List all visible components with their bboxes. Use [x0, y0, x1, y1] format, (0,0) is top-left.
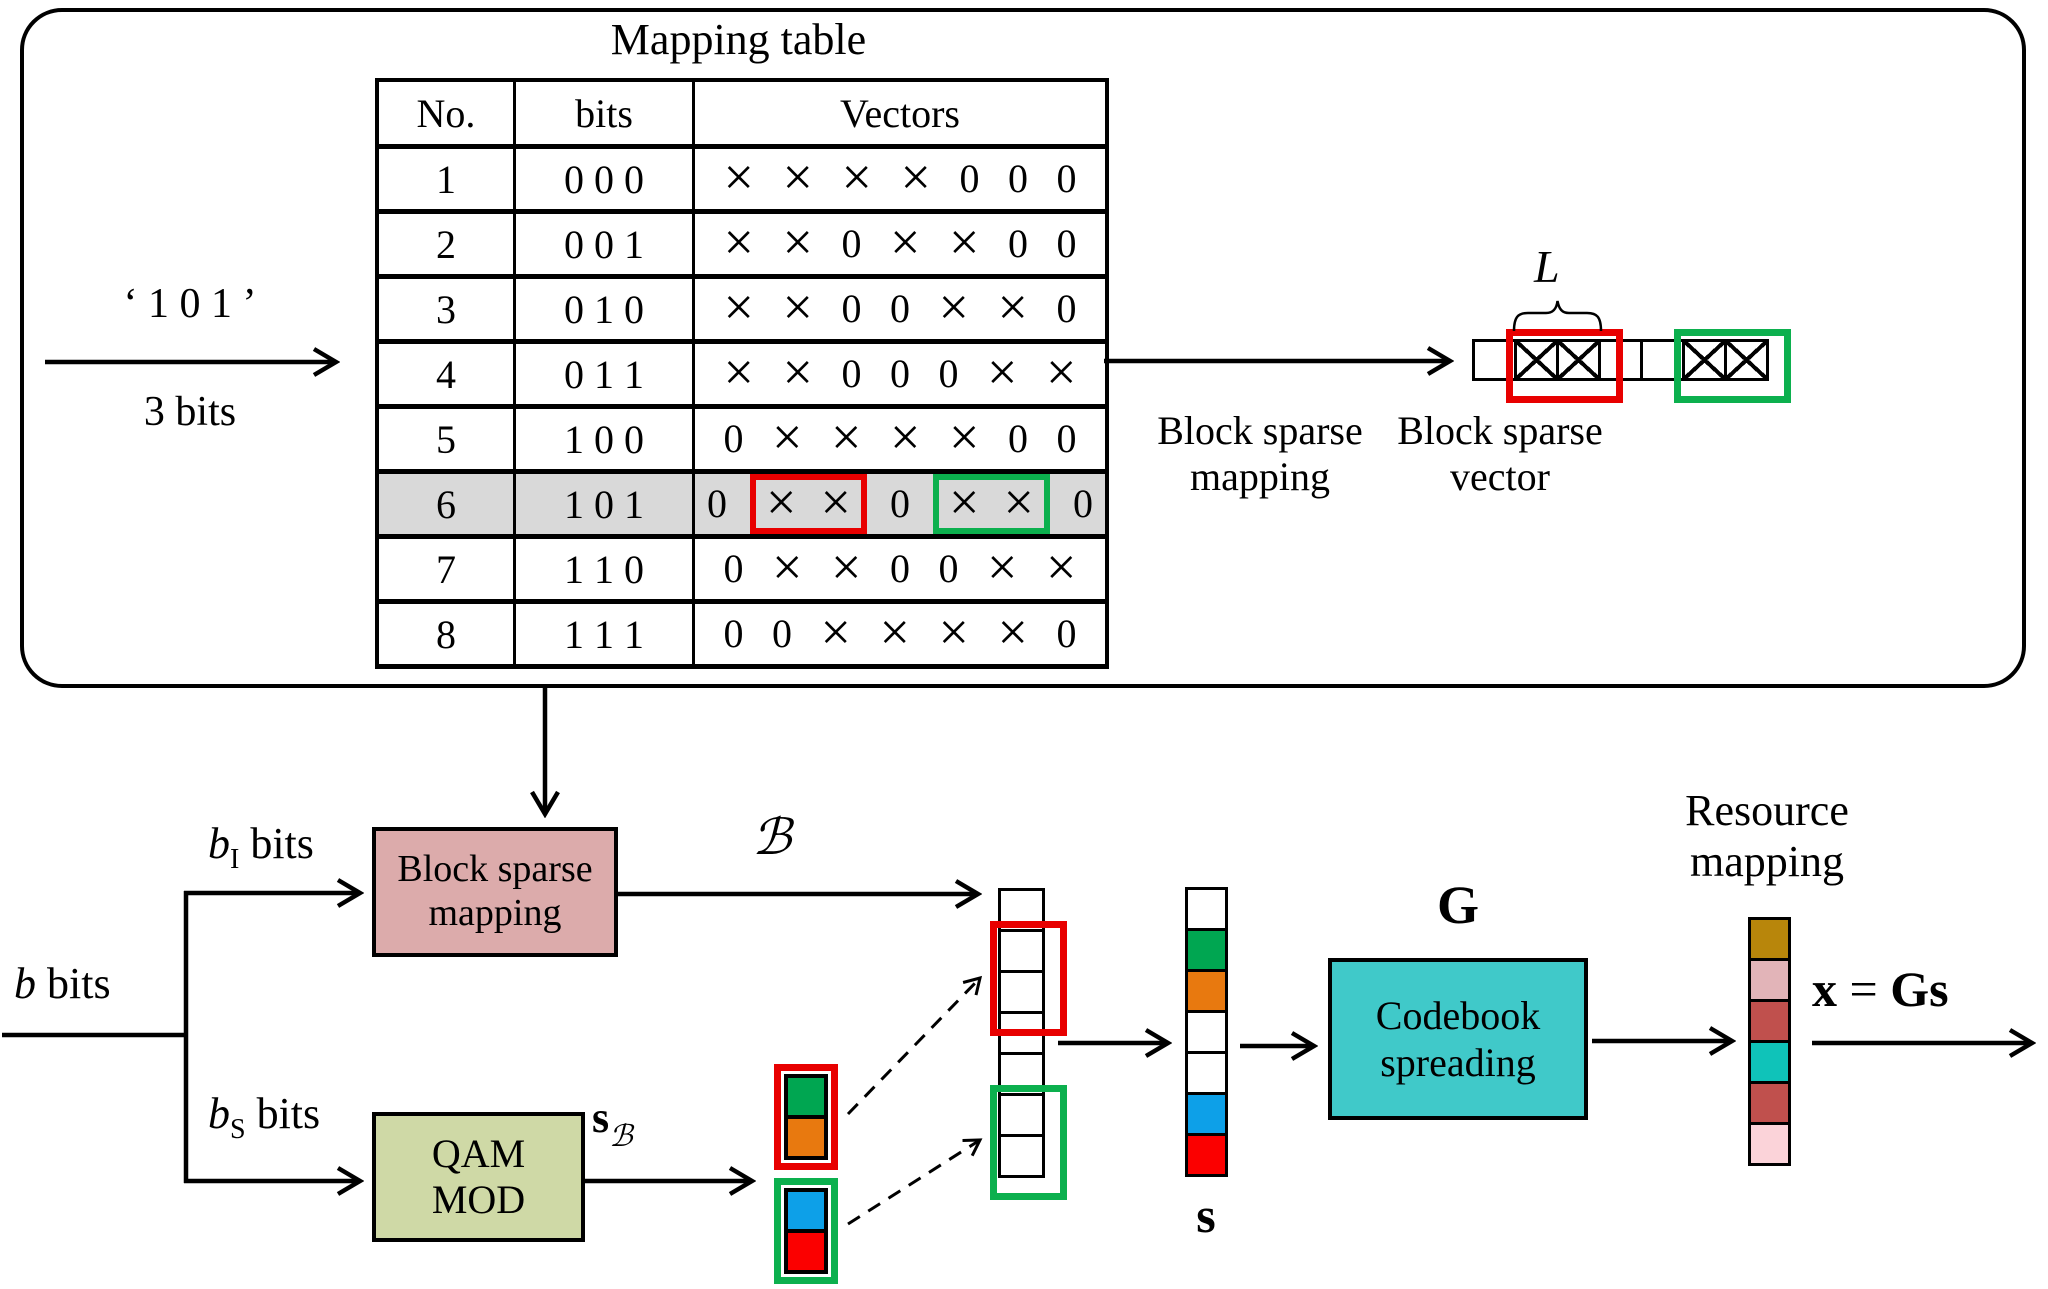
bi-bits-label: bI bits — [208, 819, 314, 875]
color-cell — [1185, 969, 1228, 1013]
color-cell — [784, 1188, 828, 1233]
g-matrix-label: G — [1436, 875, 1479, 935]
codebook-spreading-box: Codebook spreading — [1328, 958, 1588, 1120]
qam-symbols-red-group — [774, 1064, 838, 1170]
col-header-no: No. — [375, 78, 516, 148]
color-cell — [1185, 928, 1228, 972]
color-cell — [1748, 999, 1791, 1043]
crossed-cell — [998, 1134, 1045, 1178]
color-cell — [1185, 1010, 1228, 1054]
b-bits-label: b bits — [14, 959, 111, 1008]
color-cell — [1185, 1051, 1228, 1095]
red-block-frame — [1506, 329, 1623, 403]
sparse-column-red-frame — [990, 921, 1067, 1036]
color-cell — [1185, 1133, 1228, 1177]
block-sparse-mapping-arrow-label: Block sparse mapping — [1157, 408, 1363, 499]
red-block-highlight: × × — [750, 474, 867, 534]
color-cell — [1748, 958, 1791, 1002]
color-cell — [1185, 1092, 1228, 1136]
resource-mapping-label: Resource mapping — [1685, 786, 1849, 886]
sparse-column-green-frame — [990, 1085, 1067, 1200]
crossed-cell — [1724, 339, 1769, 381]
color-cell — [784, 1229, 828, 1274]
bs-bits-label: bS bits — [208, 1089, 321, 1145]
resource-mapping-vector — [1748, 917, 1791, 1166]
input-bits-value: ‘ 1 0 1 ’ — [123, 281, 257, 327]
col-header-bits: bits — [513, 78, 695, 148]
green-block-frame — [1674, 329, 1791, 403]
block-length-label: L — [1534, 241, 1560, 292]
qam-mod-box: QAM MOD — [372, 1112, 585, 1242]
mapping-table-title: Mapping table — [610, 15, 867, 64]
block-sparse-vector-label: Block sparse vector — [1397, 408, 1603, 499]
input-bits-caption: 3 bits — [143, 389, 237, 435]
s-vector — [1185, 887, 1228, 1177]
crossed-cell — [998, 929, 1045, 973]
mapping-table-header-row: No. bits Vectors — [375, 78, 1109, 148]
block-sparse-mapping-box: Block sparse mapping — [372, 827, 618, 957]
dashed-map-arrow-2 — [847, 1138, 983, 1226]
color-cell — [1748, 1040, 1791, 1084]
col-header-vectors: Vectors — [692, 78, 1109, 148]
script-b-label: ℬ — [752, 809, 792, 865]
qam-symbols-green-group — [774, 1178, 838, 1284]
green-block-highlight: × × — [933, 474, 1050, 534]
output-equation-label: x = Gs — [1812, 961, 1949, 1017]
color-cell — [1748, 917, 1791, 961]
color-cell — [1748, 1081, 1791, 1125]
crossed-cell — [1556, 339, 1601, 381]
color-cell — [784, 1074, 828, 1119]
s-vector-label: s — [1196, 1187, 1216, 1243]
dashed-map-arrow-1 — [846, 975, 983, 1116]
color-cell — [784, 1115, 828, 1160]
color-cell — [1748, 1122, 1791, 1166]
color-cell — [1185, 887, 1228, 931]
s-b-label: sℬ — [592, 1093, 633, 1153]
